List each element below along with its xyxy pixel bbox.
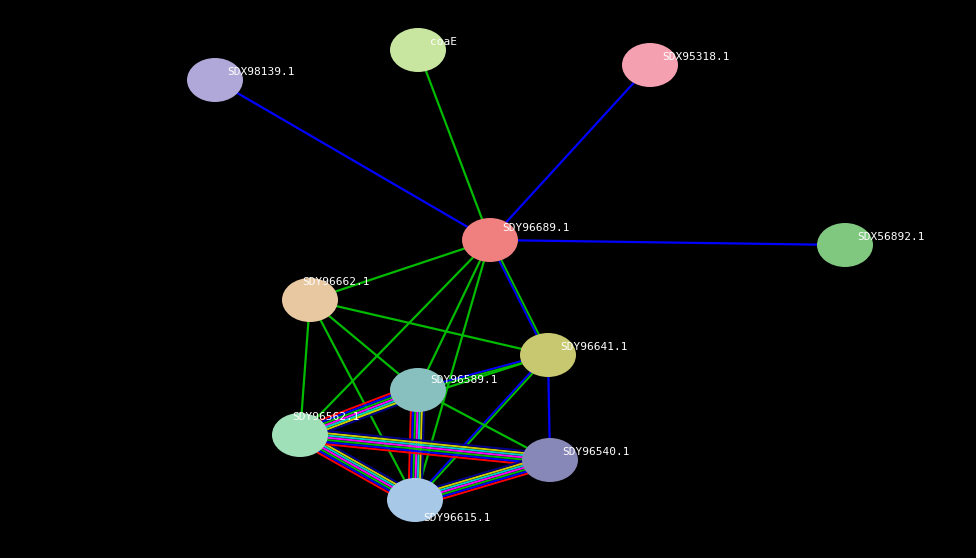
Ellipse shape xyxy=(522,438,578,482)
Ellipse shape xyxy=(817,223,873,267)
Text: SDX56892.1: SDX56892.1 xyxy=(857,232,924,242)
Text: SDY96615.1: SDY96615.1 xyxy=(423,513,491,523)
Ellipse shape xyxy=(462,218,518,262)
Ellipse shape xyxy=(387,478,443,522)
Text: SDX95318.1: SDX95318.1 xyxy=(662,52,729,62)
Text: SDY96641.1: SDY96641.1 xyxy=(560,342,628,352)
Ellipse shape xyxy=(520,333,576,377)
Text: SDX98139.1: SDX98139.1 xyxy=(227,67,295,77)
Text: SDY96589.1: SDY96589.1 xyxy=(430,375,498,385)
Ellipse shape xyxy=(622,43,678,87)
Text: SDY96689.1: SDY96689.1 xyxy=(502,223,570,233)
Ellipse shape xyxy=(390,368,446,412)
Ellipse shape xyxy=(282,278,338,322)
Text: SDY96662.1: SDY96662.1 xyxy=(302,277,370,287)
Text: SDY96562.1: SDY96562.1 xyxy=(292,412,359,422)
Ellipse shape xyxy=(390,28,446,72)
Text: SDY96540.1: SDY96540.1 xyxy=(562,447,630,457)
Ellipse shape xyxy=(187,58,243,102)
Text: coaE: coaE xyxy=(430,37,457,47)
Ellipse shape xyxy=(272,413,328,457)
